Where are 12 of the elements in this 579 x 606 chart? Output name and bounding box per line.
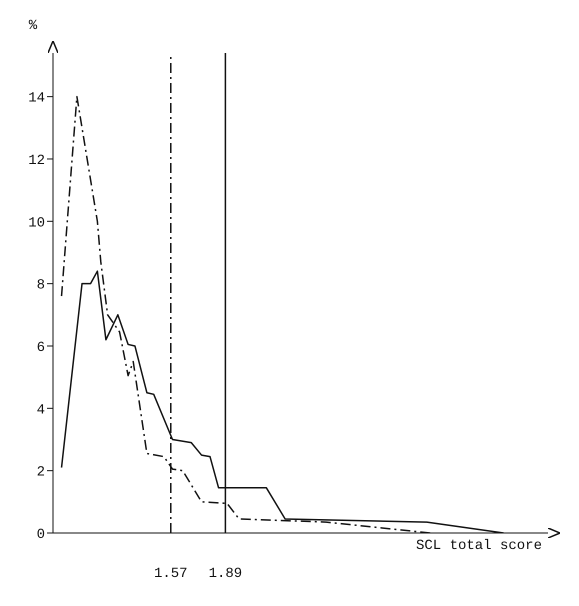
y-tick-label: 0 (36, 526, 45, 543)
y-tick-label: 2 (36, 464, 45, 481)
x-tick-label: 1.57 (154, 566, 188, 582)
y-tick-label: 10 (28, 215, 45, 232)
y-tick-label: 4 (36, 402, 45, 418)
y-tick-label: 14 (28, 90, 45, 107)
y-axis-title: % (28, 18, 38, 34)
y-tick-label: 6 (36, 340, 45, 356)
y-tick-label: 8 (36, 278, 45, 294)
y-tick-label: 12 (28, 152, 45, 169)
x-tick-label: 1.89 (208, 566, 242, 582)
x-axis-title: SCL total score (416, 538, 542, 554)
